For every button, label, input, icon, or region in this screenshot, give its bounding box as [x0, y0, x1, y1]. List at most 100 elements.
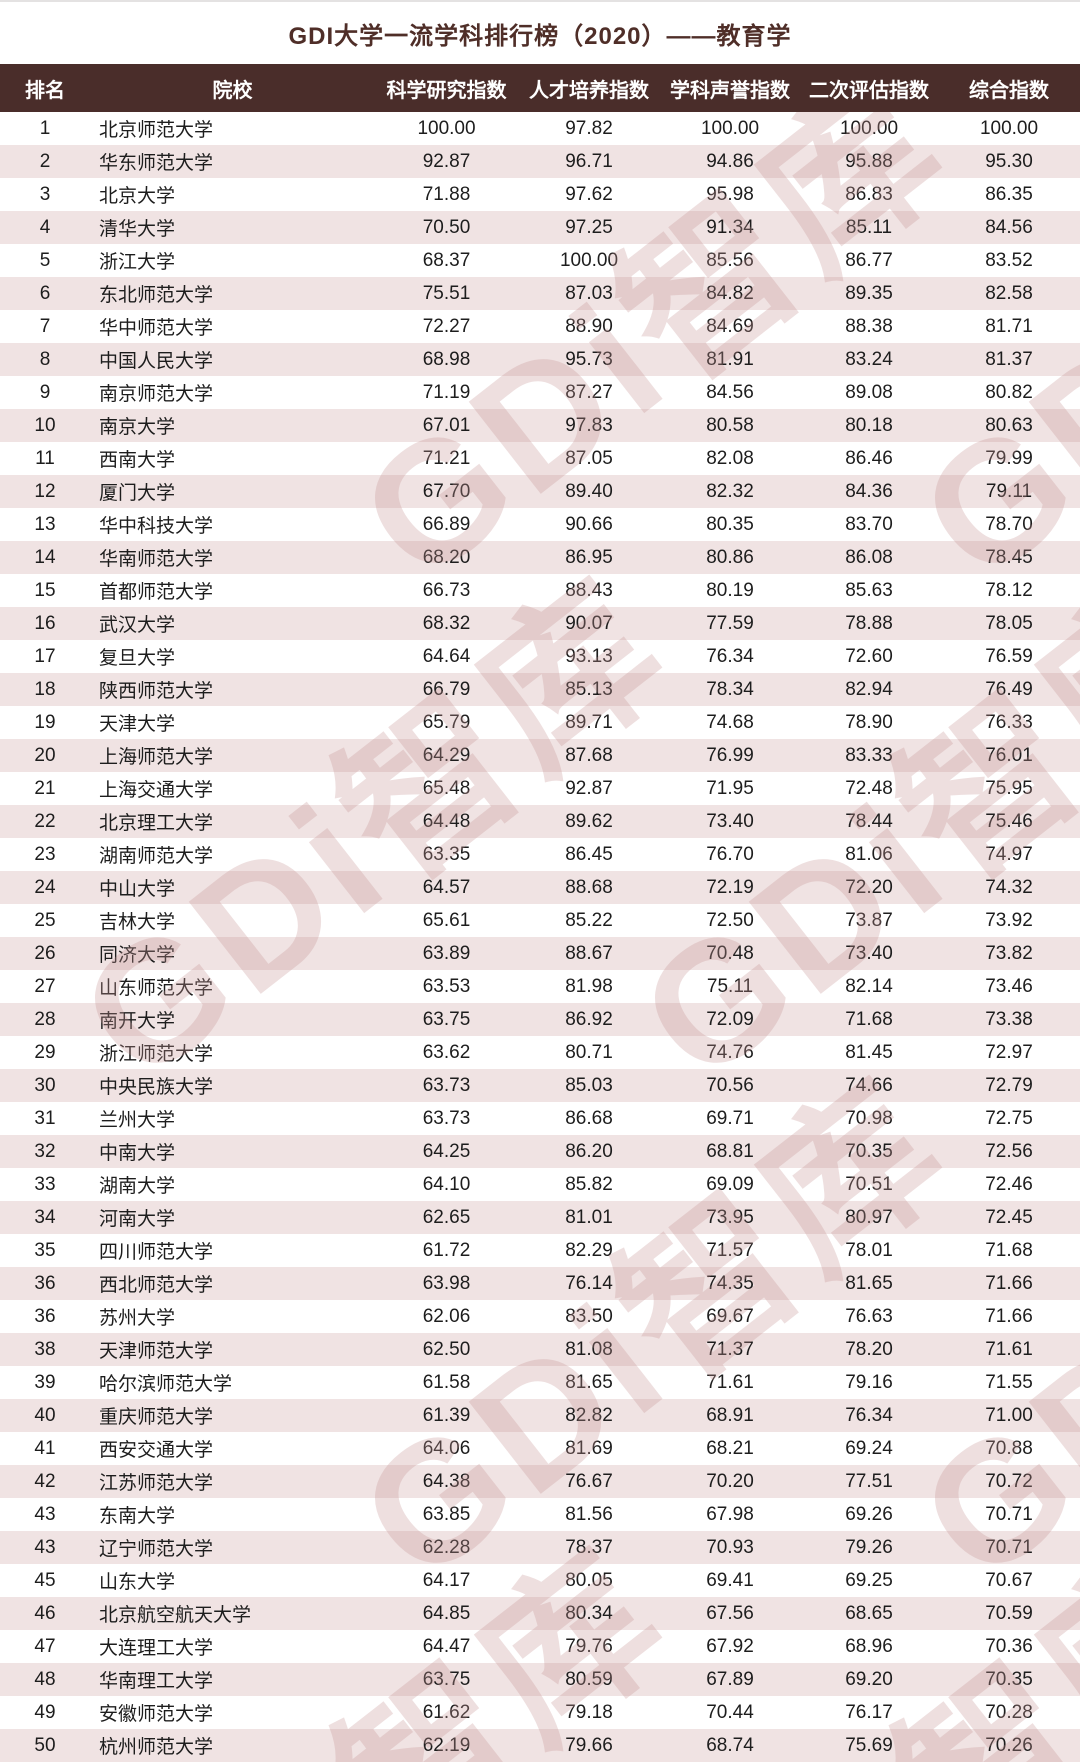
table-row: 26 同济大学 63.89 88.67 70.48 73.40 73.82 — [0, 937, 1080, 970]
research-index-cell: 64.10 — [422, 1173, 471, 1195]
table-header-row: 排名 院校 科学研究指数 人才培养指数 学科声誉指数 二次评估指数 综合指数 — [0, 64, 1080, 112]
composite-index-cell: 78.12 — [985, 579, 1033, 601]
reputation-index-cell: 70.93 — [706, 1536, 754, 1558]
research-index-cell: 65.61 — [422, 909, 471, 931]
table-row: 3 北京大学 71.88 97.62 95.98 86.83 86.35 — [0, 178, 1080, 211]
university-name-cell: 辽宁师范大学 — [99, 1539, 214, 1560]
table-row: 30 中央民族大学 63.73 85.03 70.56 74.66 72.79 — [0, 1069, 1080, 1102]
table-row: 38 天津师范大学 62.50 81.08 71.37 78.20 71.61 — [0, 1333, 1080, 1366]
composite-index-cell: 78.05 — [985, 612, 1033, 634]
composite-index-cell: 83.52 — [985, 249, 1033, 271]
secondary-eval-index-cell: 78.90 — [845, 711, 893, 733]
column-header-research: 科学研究指数 — [386, 79, 507, 102]
talent-index-cell: 89.62 — [565, 810, 613, 832]
composite-index-cell: 100.00 — [979, 117, 1039, 139]
talent-index-cell: 85.82 — [565, 1173, 613, 1195]
column-header-reputation: 学科声誉指数 — [670, 79, 790, 102]
reputation-index-cell: 80.19 — [706, 579, 754, 601]
secondary-eval-index-cell: 81.06 — [845, 843, 893, 865]
university-name-cell: 华东师范大学 — [99, 153, 214, 174]
research-index-cell: 63.73 — [422, 1074, 471, 1096]
university-name-cell: 南京师范大学 — [99, 384, 214, 405]
secondary-eval-index-cell: 68.65 — [845, 1602, 893, 1624]
rank-cell: 46 — [34, 1602, 56, 1624]
table-row: 43 东南大学 63.85 81.56 67.98 69.26 70.71 — [0, 1498, 1080, 1531]
research-index-cell: 64.38 — [422, 1470, 471, 1492]
talent-index-cell: 76.14 — [565, 1272, 613, 1294]
talent-index-cell: 96.71 — [565, 150, 613, 172]
university-name-cell: 山东大学 — [99, 1572, 176, 1593]
composite-index-cell: 71.61 — [985, 1338, 1033, 1360]
university-name-cell: 北京师范大学 — [99, 120, 214, 141]
talent-index-cell: 81.98 — [565, 975, 613, 997]
composite-index-cell: 70.71 — [985, 1503, 1033, 1525]
rank-cell: 41 — [34, 1437, 56, 1459]
rank-cell: 16 — [34, 612, 56, 634]
research-index-cell: 62.65 — [422, 1206, 471, 1228]
table-row: 29 浙江师范大学 63.62 80.71 74.76 81.45 72.97 — [0, 1036, 1080, 1069]
composite-index-cell: 70.88 — [985, 1437, 1033, 1459]
secondary-eval-index-cell: 86.83 — [845, 183, 893, 205]
talent-index-cell: 76.67 — [565, 1470, 613, 1492]
research-index-cell: 63.62 — [422, 1041, 471, 1063]
composite-index-cell: 72.46 — [985, 1173, 1033, 1195]
university-name-cell: 陕西师范大学 — [99, 681, 214, 702]
talent-index-cell: 80.05 — [565, 1569, 613, 1591]
university-name-cell: 浙江师范大学 — [99, 1044, 214, 1065]
talent-index-cell: 80.71 — [565, 1041, 613, 1063]
secondary-eval-index-cell: 83.24 — [845, 348, 893, 370]
reputation-index-cell: 70.44 — [706, 1701, 754, 1723]
rank-cell: 39 — [34, 1371, 56, 1393]
table-row: 23 湖南师范大学 63.35 86.45 76.70 81.06 74.97 — [0, 838, 1080, 871]
rank-cell: 35 — [34, 1239, 56, 1261]
secondary-eval-index-cell: 83.70 — [845, 513, 893, 535]
secondary-eval-index-cell: 88.38 — [845, 315, 893, 337]
university-name-cell: 东南大学 — [99, 1506, 176, 1527]
table-row: 49 安徽师范大学 61.62 79.18 70.44 76.17 70.28 — [0, 1696, 1080, 1729]
secondary-eval-index-cell: 69.24 — [845, 1437, 893, 1459]
composite-index-cell: 71.66 — [985, 1305, 1033, 1327]
reputation-index-cell: 74.76 — [706, 1041, 754, 1063]
research-index-cell: 62.28 — [422, 1536, 471, 1558]
research-index-cell: 65.79 — [422, 711, 471, 733]
research-index-cell: 68.20 — [422, 546, 471, 568]
university-name-cell: 华南理工大学 — [99, 1671, 214, 1692]
table-row: 1 北京师范大学 100.00 97.82 100.00 100.00 100.… — [0, 112, 1080, 145]
university-name-cell: 复旦大学 — [99, 648, 176, 669]
composite-index-cell: 73.82 — [985, 942, 1033, 964]
table-row: 45 山东大学 64.17 80.05 69.41 69.25 70.67 — [0, 1564, 1080, 1597]
talent-index-cell: 88.90 — [565, 315, 613, 337]
university-name-cell: 北京大学 — [99, 186, 176, 207]
talent-index-cell: 87.27 — [565, 381, 613, 403]
talent-index-cell: 85.03 — [565, 1074, 613, 1096]
university-name-cell: 北京理工大学 — [99, 813, 214, 834]
table-row: 34 河南大学 62.65 81.01 73.95 80.97 72.45 — [0, 1201, 1080, 1234]
secondary-eval-index-cell: 70.98 — [845, 1107, 893, 1129]
reputation-index-cell: 82.32 — [706, 480, 754, 502]
reputation-index-cell: 73.95 — [706, 1206, 754, 1228]
rank-cell: 4 — [39, 216, 51, 238]
secondary-eval-index-cell: 72.60 — [845, 645, 893, 667]
reputation-index-cell: 100.00 — [700, 117, 760, 139]
secondary-eval-index-cell: 82.14 — [845, 975, 893, 997]
rank-cell: 12 — [34, 480, 56, 502]
table-row: 36 西北师范大学 63.98 76.14 74.35 81.65 71.66 — [0, 1267, 1080, 1300]
talent-index-cell: 97.83 — [565, 414, 613, 436]
table-row: 22 北京理工大学 64.48 89.62 73.40 78.44 75.46 — [0, 805, 1080, 838]
secondary-eval-index-cell: 81.45 — [845, 1041, 893, 1063]
rank-cell: 38 — [34, 1338, 56, 1360]
university-name-cell: 清华大学 — [99, 219, 176, 240]
university-name-cell: 厦门大学 — [99, 483, 176, 504]
reputation-index-cell: 75.11 — [706, 975, 754, 997]
composite-index-cell: 86.35 — [985, 183, 1033, 205]
secondary-eval-index-cell: 78.01 — [845, 1239, 893, 1261]
table-row: 19 天津大学 65.79 89.71 74.68 78.90 76.33 — [0, 706, 1080, 739]
research-index-cell: 63.53 — [422, 975, 471, 997]
university-name-cell: 苏州大学 — [99, 1308, 176, 1329]
research-index-cell: 65.48 — [422, 777, 471, 799]
research-index-cell: 66.79 — [422, 678, 471, 700]
secondary-eval-index-cell: 82.94 — [845, 678, 893, 700]
research-index-cell: 64.17 — [422, 1569, 471, 1591]
composite-index-cell: 78.45 — [985, 546, 1033, 568]
rank-cell: 30 — [34, 1074, 56, 1096]
